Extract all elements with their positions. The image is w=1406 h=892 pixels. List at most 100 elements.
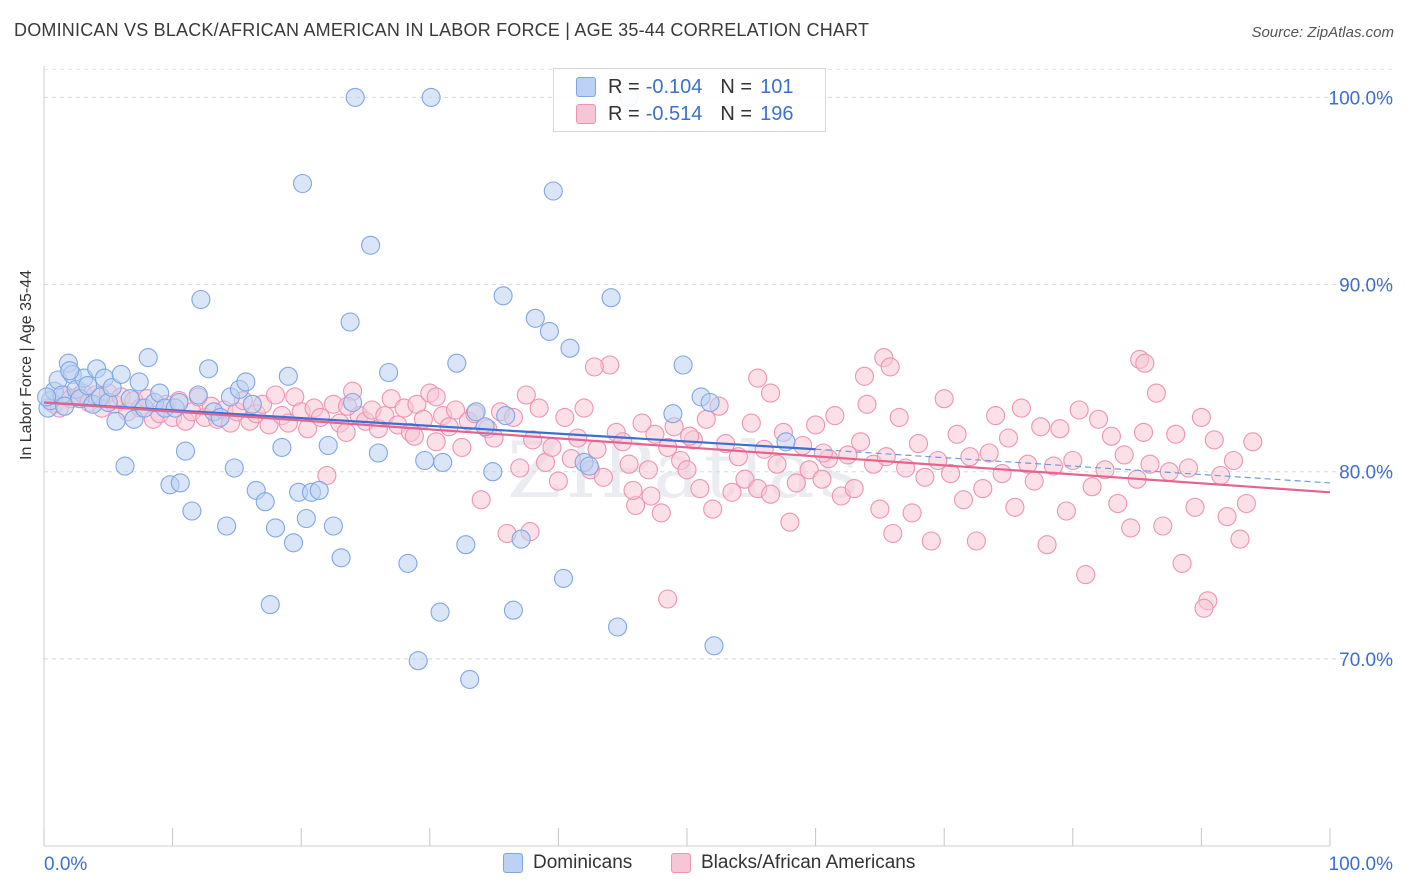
- black-african-american-point: [960, 447, 980, 467]
- dominican-point: [318, 435, 338, 456]
- black-african-american-point: [761, 484, 781, 504]
- black-african-american-point: [1178, 458, 1199, 478]
- dominican-point: [255, 492, 275, 512]
- black-african-american-point: [651, 503, 671, 523]
- dominican-point: [601, 288, 621, 308]
- correlation-legend: R = -0.104 N = 101 R = -0.514 N = 196: [553, 68, 826, 132]
- black-african-american-point: [1185, 497, 1205, 517]
- black-african-american-point: [1166, 424, 1186, 444]
- dominican-point: [368, 443, 388, 463]
- black-african-american-point: [813, 443, 833, 463]
- black-african-american-point: [986, 406, 1006, 426]
- dominican-point: [138, 348, 158, 368]
- legend-item-dominicans[interactable]: Dominicans: [503, 852, 632, 874]
- black-african-american-point: [703, 499, 723, 519]
- black-african-american-point: [992, 464, 1012, 484]
- dominican-point: [278, 366, 298, 386]
- dominican-point: [430, 602, 450, 622]
- black-african-american-point: [317, 465, 337, 486]
- black-african-american-point: [844, 479, 864, 499]
- dominican-point: [560, 338, 580, 358]
- black-african-american-point: [568, 428, 588, 448]
- dominican-point: [361, 235, 381, 255]
- black-african-american-point: [523, 430, 543, 450]
- dominican-point: [106, 411, 126, 431]
- black-african-american-point: [1194, 598, 1214, 618]
- black-african-american-point: [1204, 430, 1224, 450]
- black-african-american-point: [1024, 471, 1044, 491]
- black-african-american-point: [947, 424, 967, 444]
- black-african-american-point: [748, 368, 768, 388]
- black-african-american-point: [1172, 553, 1192, 573]
- dominican-point: [37, 387, 57, 407]
- black-african-american-point: [452, 437, 472, 457]
- dominican-point: [421, 87, 441, 107]
- black-african-american-point: [1223, 450, 1244, 471]
- black-african-american-point: [1114, 445, 1134, 465]
- black-african-american-point: [426, 432, 446, 452]
- black-african-american-point: [1082, 477, 1102, 497]
- black-african-american-point: [966, 531, 986, 551]
- black-african-american-point: [1050, 419, 1070, 439]
- black-african-american-point: [619, 454, 639, 474]
- black-african-american-point: [793, 435, 813, 456]
- black-african-american-point: [1159, 462, 1179, 482]
- legend-n-label: N =: [720, 102, 753, 125]
- black-african-american-point: [921, 531, 941, 551]
- dominican-point: [175, 441, 196, 461]
- black-african-american-point: [574, 398, 594, 418]
- trend-lines: [43, 401, 1331, 494]
- dominican-point: [78, 376, 98, 396]
- black-african-american-point: [857, 394, 877, 414]
- black-african-american-point: [1108, 493, 1128, 514]
- black-african-american-point: [677, 460, 697, 480]
- black-african-american-point: [542, 437, 562, 457]
- legend-swatch-blacks: [671, 853, 691, 873]
- black-african-american-point: [767, 454, 787, 474]
- black-african-american-point: [953, 490, 974, 510]
- tick-labels: 70.0% 80.0% 90.0% 100.0% 0.0% 100.0%: [44, 88, 1393, 875]
- dominican-point: [182, 501, 202, 521]
- black-african-american-point: [1101, 426, 1121, 446]
- black-african-american-point: [641, 486, 661, 506]
- dominican-point: [466, 402, 486, 422]
- black-african-american-point: [690, 479, 710, 499]
- dominican-point: [663, 404, 683, 424]
- black-african-american-point: [825, 406, 845, 426]
- dominican-point: [704, 636, 724, 656]
- dominican-point: [460, 669, 480, 689]
- legend-r-value: -0.514: [645, 102, 703, 125]
- y-tick-label: 90.0%: [1339, 276, 1393, 297]
- dominican-point: [579, 456, 599, 476]
- legend-n-value: 101: [760, 75, 794, 98]
- black-african-american-point: [1153, 516, 1173, 536]
- black-african-american-point: [973, 479, 993, 499]
- black-african-american-point: [1217, 507, 1237, 527]
- dominican-point: [539, 321, 559, 341]
- legend-n-value: 196: [760, 102, 794, 125]
- axes: [43, 66, 1331, 847]
- black-african-american-point: [404, 426, 424, 446]
- black-african-american-point: [516, 385, 536, 405]
- black-african-american-point: [754, 439, 774, 459]
- dominican-point: [236, 372, 256, 392]
- black-african-american-point: [902, 503, 922, 523]
- legend-swatch-blacks: [576, 104, 596, 124]
- dominican-point: [345, 87, 365, 107]
- dominican-point: [309, 480, 329, 500]
- dominican-point: [260, 595, 280, 615]
- black-african-american-point: [548, 471, 568, 491]
- dominican-point: [102, 377, 122, 398]
- dominican-point: [224, 458, 244, 478]
- dominican-point: [553, 568, 574, 588]
- dominican-point: [447, 353, 467, 373]
- dominican-point: [408, 651, 428, 671]
- black-african-american-point: [1031, 417, 1051, 437]
- legend-row-blacks: R = -0.514 N = 196: [576, 102, 793, 126]
- black-african-american-point: [1243, 432, 1263, 452]
- legend-item-blacks[interactable]: Blacks/African Americans: [671, 852, 915, 874]
- black-african-american-point: [632, 413, 652, 433]
- black-african-american-point: [1135, 353, 1155, 373]
- dominican-point: [511, 529, 531, 549]
- black-african-american-point: [876, 447, 896, 467]
